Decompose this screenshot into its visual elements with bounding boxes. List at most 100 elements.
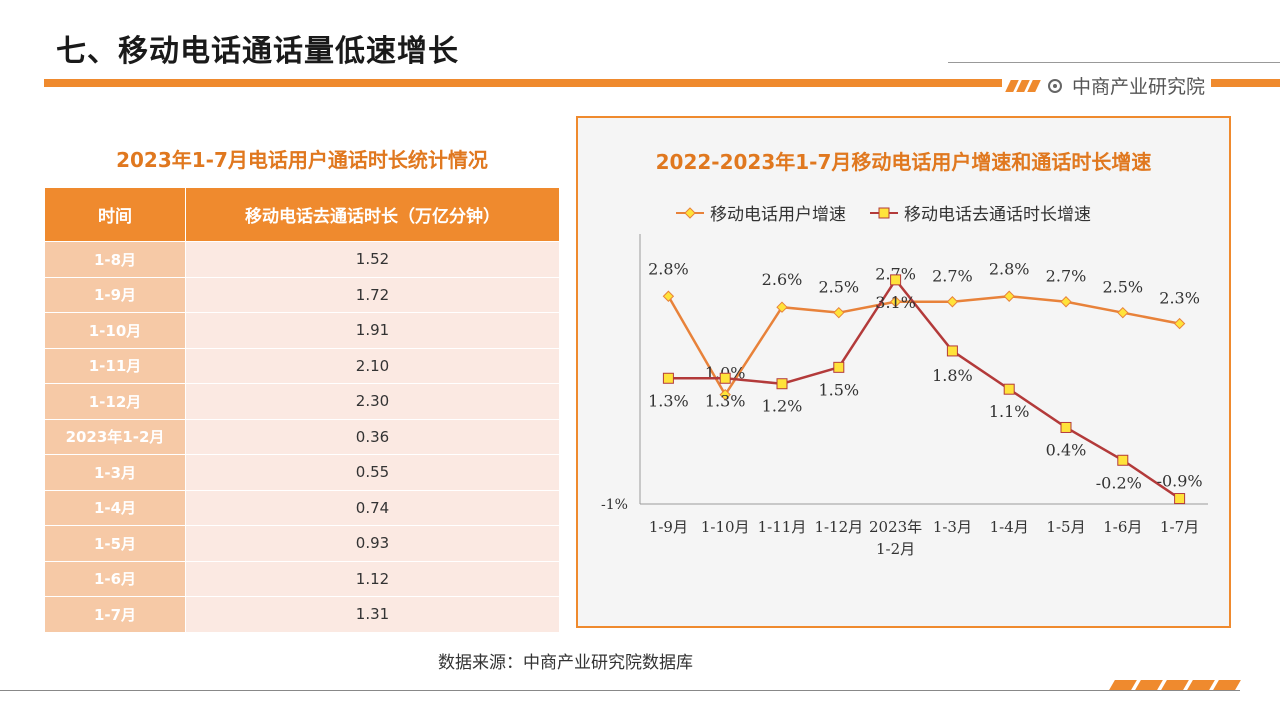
row-time: 1-12月 xyxy=(44,383,186,420)
data-point-diamond xyxy=(833,306,845,319)
row-duration: 1.72 xyxy=(185,276,560,313)
data-label: 2.8% xyxy=(989,259,1030,278)
x-tick-label: 1-5月 xyxy=(1046,518,1085,536)
row-time: 1-4月 xyxy=(44,489,186,526)
x-tick-label: 1-10月 xyxy=(701,518,750,536)
x-tick-label: 1-6月 xyxy=(1103,518,1142,536)
data-point-square xyxy=(1003,383,1015,395)
data-point-square xyxy=(776,378,788,390)
chart-title: 2022-2023年1-7月移动电话用户增速和通话时长增速 xyxy=(655,150,1152,174)
row-time: 1-6月 xyxy=(44,560,186,597)
table-row: 1-10月 1.91 xyxy=(44,312,560,349)
data-label: 2.8% xyxy=(648,259,689,278)
data-label: 1.5% xyxy=(818,380,859,399)
row-duration: 0.74 xyxy=(185,489,560,526)
data-label: 2.7% xyxy=(875,265,916,284)
row-duration: 0.36 xyxy=(185,418,560,455)
data-point-diamond xyxy=(776,301,788,313)
table-header-row: 时间 移动电话去通话时长（万亿分钟） xyxy=(44,187,560,242)
row-time: 1-5月 xyxy=(44,525,186,562)
data-point-square xyxy=(662,372,674,384)
data-point-square xyxy=(1117,454,1129,466)
legend-swatch-square xyxy=(870,207,898,218)
brand-logo-icon xyxy=(1048,78,1062,93)
data-point-square xyxy=(946,345,958,357)
row-time: 1-3月 xyxy=(44,454,186,491)
table-row: 1-8月 1.52 xyxy=(44,241,560,278)
chart-panel: 2022-2023年1-7月移动电话用户增速和通话时长增速 移动电话用户增速 移… xyxy=(576,116,1231,628)
data-label: 1.3% xyxy=(705,391,746,410)
data-label: 2.5% xyxy=(818,278,859,297)
legend-item-user-growth: 移动电话用户增速 xyxy=(676,200,846,225)
row-duration: 1.52 xyxy=(185,241,560,278)
table-row: 1-6月 1.12 xyxy=(44,560,560,597)
table-row: 1-12月 2.30 xyxy=(44,383,560,420)
table-row: 1-7月 1.31 xyxy=(44,596,560,633)
data-point-diamond xyxy=(889,296,902,308)
table-row: 1-11月 2.10 xyxy=(44,347,560,384)
row-duration: 0.55 xyxy=(185,454,560,491)
data-label: 1.3% xyxy=(648,391,689,410)
header-accent-bar xyxy=(44,79,1280,87)
row-duration: 1.31 xyxy=(185,596,560,633)
data-point-square xyxy=(1060,421,1072,433)
data-label: -0.2% xyxy=(1096,473,1142,492)
legend-swatch-diamond xyxy=(676,206,704,219)
data-label: 2.7% xyxy=(932,267,973,286)
brand-stripes xyxy=(1005,79,1041,92)
row-duration: 0.93 xyxy=(185,525,560,562)
line-chart: -1% 1-9月 1-10月 1-11月 1-12月 2023年 1-2月 1-3月 1-4月 1… xyxy=(601,234,1208,558)
row-time: 1-7月 xyxy=(44,596,186,633)
data-label: 1.1% xyxy=(989,402,1030,421)
data-point-diamond xyxy=(1003,290,1015,302)
series-line-1 xyxy=(667,295,1180,398)
data-point-diamond xyxy=(946,296,959,308)
legend-label-call-growth: 移动电话去通话时长增速 xyxy=(904,205,1091,225)
data-label: 1.2% xyxy=(762,397,803,416)
data-label: 3.1% xyxy=(875,293,916,312)
x-tick-label: 1-11月 xyxy=(758,518,807,536)
x-tick-label: 1-9月 xyxy=(649,518,688,536)
x-tick-label: 1-12月 xyxy=(814,518,863,536)
footer-divider xyxy=(0,690,1240,691)
row-time: 1-11月 xyxy=(44,347,186,384)
data-point-diamond xyxy=(662,290,675,302)
data-point-diamond xyxy=(1060,296,1072,308)
x-tick-label: 1-4月 xyxy=(990,518,1029,536)
row-time: 2023年1-2月 xyxy=(44,418,186,455)
data-source: 数据来源：中商产业研究院数据库 xyxy=(438,653,693,673)
data-label: 2.3% xyxy=(1159,289,1200,308)
header-divider xyxy=(948,62,1280,63)
table-row: 2023年1-2月 0.36 xyxy=(44,418,560,455)
y-tick-label: -1% xyxy=(601,497,628,513)
data-point-diamond xyxy=(1173,317,1186,330)
data-point-square xyxy=(1174,493,1186,505)
table-row: 1-3月 0.55 xyxy=(44,454,560,491)
data-label: 0.4% xyxy=(1046,440,1087,459)
table-row: 1-5月 0.93 xyxy=(44,525,560,562)
data-label: 2.7% xyxy=(1046,267,1087,286)
data-point-diamond xyxy=(719,388,731,401)
chart-legend: 移动电话用户增速 移动电话去通话时长增速 xyxy=(676,200,1091,225)
data-label: 1.8% xyxy=(932,366,973,385)
data-label: 2.6% xyxy=(762,270,803,289)
header-time: 时间 xyxy=(44,187,186,242)
brand-name: 中商产业研究院 xyxy=(1072,76,1206,98)
row-time: 1-10月 xyxy=(44,312,186,349)
x-tick-label: 1-7月 xyxy=(1160,518,1199,536)
data-label: 2.5% xyxy=(1102,278,1143,297)
data-point-square xyxy=(719,372,731,384)
call-duration-table: 时间 移动电话去通话时长（万亿分钟） 1-8月 1.52 1-9月 1.72 1-10月… xyxy=(44,187,560,633)
row-time: 1-9月 xyxy=(44,276,186,313)
header-duration: 移动电话去通话时长（万亿分钟） xyxy=(185,187,560,242)
row-duration: 2.30 xyxy=(185,383,560,420)
row-duration: 2.10 xyxy=(185,347,560,384)
page-title: 七、移动电话通话量低速增长 xyxy=(56,34,459,69)
row-time: 1-8月 xyxy=(44,241,186,278)
legend-label-user-growth: 移动电话用户增速 xyxy=(710,205,846,225)
data-point-square xyxy=(833,361,845,373)
brand: 中商产业研究院 xyxy=(1002,72,1212,99)
table-row: 1-4月 0.74 xyxy=(44,489,560,526)
footer-stripes xyxy=(1109,680,1241,690)
table-title: 2023年1-7月电话用户通话时长统计情况 xyxy=(116,148,488,172)
